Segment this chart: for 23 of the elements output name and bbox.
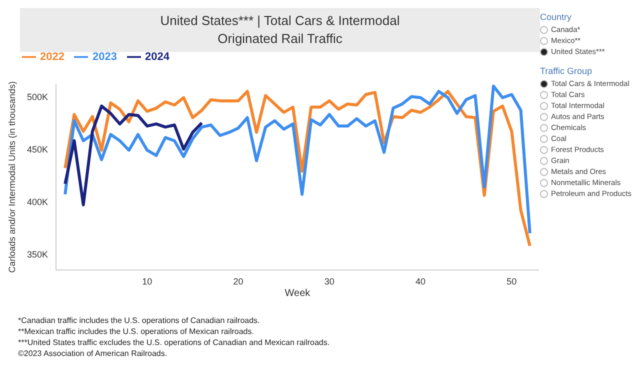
legend-label: 2023 — [92, 50, 117, 63]
text: ©2023 Association of American Railroads. — [18, 348, 168, 359]
x-tick-label: 40 — [416, 276, 426, 286]
chart-subtitle: Originated Rail Traffic — [216, 31, 344, 46]
text: *Canadian traffic includes the U.S. operations of Canadian railroads. — [18, 315, 261, 326]
x-tick-label: 10 — [142, 276, 152, 286]
x-tick-label: 50 — [506, 276, 517, 286]
x-axis-title: Week — [284, 288, 312, 299]
text: Country — [540, 12, 573, 23]
y-tick-label: 500K — [26, 92, 48, 102]
chart-title: United States*** | Total Cars & Intermodal — [159, 13, 401, 28]
y-axis-title: Carloads and/or Intermodal Units (in thousands) — [7, 81, 18, 273]
text: ***United States traffic excludes the U.S. operations of Canadian and Mexican railroads. — [18, 337, 330, 348]
text: Traffic Group — [540, 66, 594, 77]
text: **Mexican traffic includes the U.S. operations of Mexican railroads. — [18, 326, 255, 337]
x-tick-label: 30 — [324, 276, 334, 286]
legend-label: 2024 — [144, 50, 170, 63]
x-tick-label: 20 — [233, 276, 244, 286]
line-series — [64, 104, 204, 206]
y-tick-label: 350K — [26, 249, 48, 260]
y-tick-label: 450K — [26, 144, 48, 154]
legend-label: 2022 — [40, 50, 64, 63]
y-tick-label: 400K — [26, 196, 48, 207]
